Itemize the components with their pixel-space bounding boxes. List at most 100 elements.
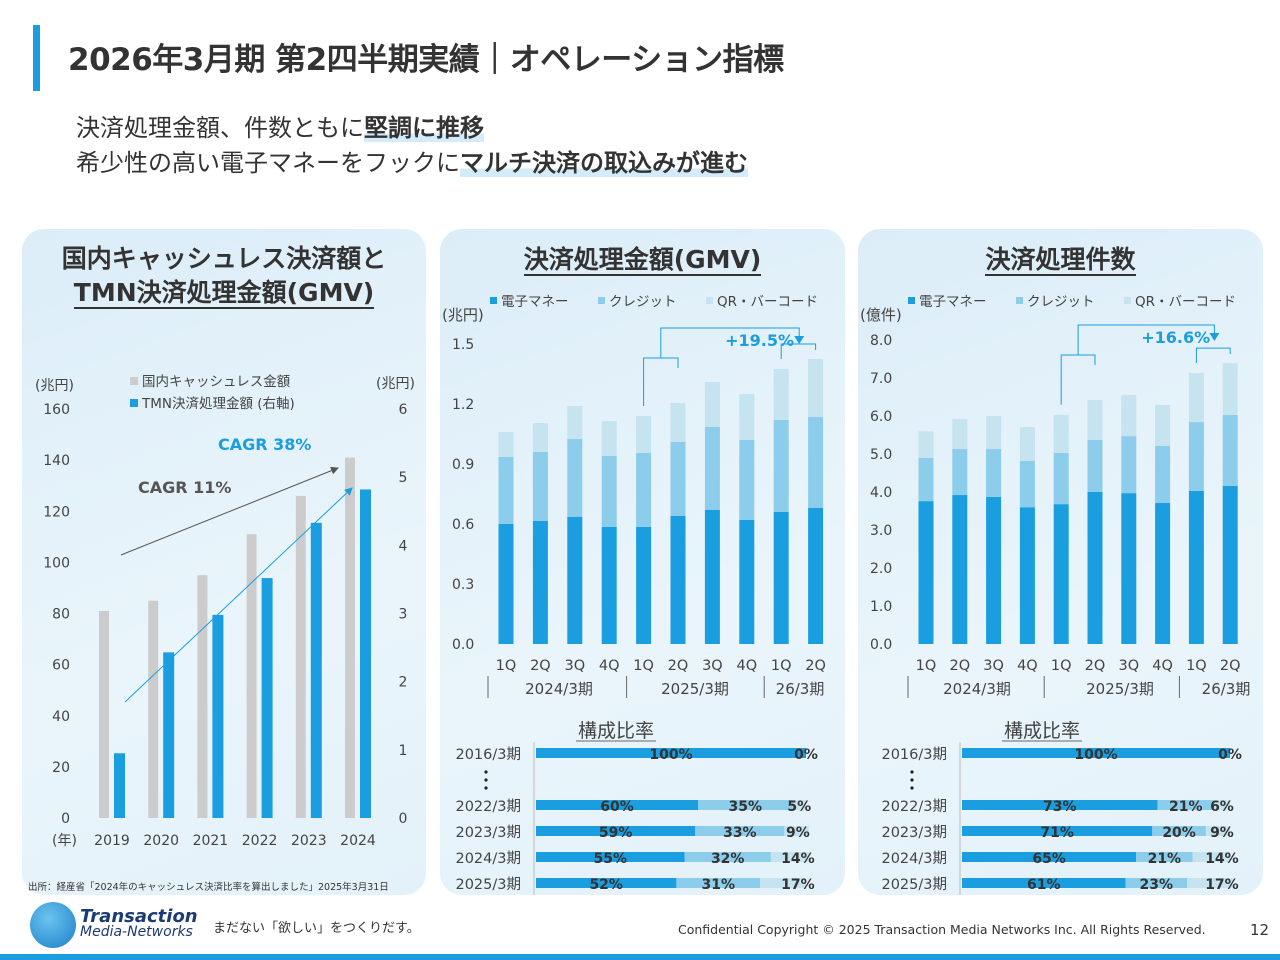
bar-segment-credit: [1188, 422, 1204, 491]
ellipsis-dot: [484, 770, 488, 774]
bar-segment-credit: [498, 457, 514, 524]
bar-segment-credit: [918, 457, 934, 502]
composition-segment: [962, 878, 1126, 888]
composition-segment: [1205, 826, 1230, 836]
x-tick-quarter: 2Q: [805, 658, 826, 674]
composition-segment: [1152, 826, 1206, 836]
composition-segment: [695, 826, 785, 836]
composition-row-label: 2016/3期: [455, 746, 521, 763]
bar-tmn-gmv: [261, 578, 273, 818]
x-tick: 2020: [143, 833, 179, 849]
composition-title: 構成比率: [1004, 720, 1080, 742]
bar-cashless: [197, 575, 208, 818]
composition-value: 20%: [1162, 825, 1196, 841]
logo-text-2: Media-Networks: [80, 924, 193, 940]
composition-value: 60%: [600, 799, 634, 815]
x-tick-quarter: 2Q: [668, 658, 689, 674]
bar-segment-credit: [704, 427, 720, 510]
y-tick: 7.0: [870, 371, 892, 387]
y-tick: 4.0: [870, 485, 892, 501]
bar-segment-qr: [808, 359, 824, 417]
composition-segment: [760, 878, 806, 888]
bar-segment-emoney: [670, 516, 686, 644]
bar-segment-emoney: [1087, 492, 1103, 644]
bar-segment-credit: [636, 453, 652, 527]
cagr-label: CAGR 38%: [218, 435, 311, 454]
bar-tmn-gmv: [360, 489, 371, 818]
composition-value: 23%: [1140, 877, 1174, 893]
y-tick: 8.0: [870, 333, 892, 349]
x-tick: 2023: [291, 833, 327, 849]
x-tick-quarter: 4Q: [1152, 658, 1173, 674]
bar-segment-emoney: [918, 501, 934, 644]
composition-segment: [1125, 878, 1188, 888]
bar-segment-credit: [1121, 436, 1137, 494]
bar-segment-qr: [1087, 400, 1103, 440]
y-tick: 3.0: [870, 523, 892, 539]
composition-value: 61%: [1027, 877, 1061, 893]
x-group-label: 2024/3期: [943, 680, 1011, 698]
bar-segment-credit: [773, 420, 789, 512]
composition-row-label: 2023/3期: [455, 824, 521, 841]
x-tick: 2019: [94, 833, 130, 849]
bar-cashless: [345, 457, 355, 818]
bar-segment-emoney: [567, 517, 583, 644]
y-tick-left: 60: [52, 658, 70, 674]
ellipsis-dot: [910, 770, 914, 774]
y-tick-left: 160: [43, 402, 70, 418]
composition-row-label: 2022/3期: [881, 798, 947, 815]
composition-segment: [1213, 800, 1230, 810]
x-tick-quarter: 1Q: [916, 658, 937, 674]
bar-segment-emoney: [1019, 507, 1035, 644]
bar-segment-credit: [952, 449, 968, 496]
bar-segment-qr: [532, 423, 548, 452]
composition-value: 32%: [711, 851, 745, 867]
composition-segment: [536, 878, 677, 888]
bar-segment-emoney: [601, 527, 617, 644]
composition-segment: [536, 852, 685, 862]
y-tick-right: 2: [399, 675, 408, 691]
subtitle-highlight: 堅調に推移: [364, 114, 484, 142]
x-tick-quarter: 1Q: [1186, 658, 1207, 674]
x-tick-quarter: 3Q: [702, 658, 723, 674]
composition-value: 21%: [1169, 799, 1203, 815]
bar-segment-emoney: [1155, 503, 1171, 644]
x-tick: 2022: [242, 833, 278, 849]
composition-segment: [962, 852, 1137, 862]
bar-segment-emoney: [1121, 493, 1137, 644]
bar-segment-qr: [918, 431, 934, 458]
footer-line: [0, 954, 1280, 960]
legend-swatch-emoney: [490, 297, 497, 304]
bar-segment-emoney: [739, 520, 755, 644]
y-tick-left: 20: [52, 760, 70, 776]
y-tick-left: 100: [43, 555, 70, 571]
x-tick-quarter: 1Q: [771, 658, 792, 674]
panel-title-line2: TMN決済処理金額(GMV): [73, 278, 375, 309]
ellipsis-dot: [484, 786, 488, 790]
bar-segment-credit: [1053, 452, 1069, 505]
legend-label: 電子マネー: [501, 294, 569, 310]
bar-segment-emoney: [808, 508, 824, 644]
subtitle-line-2: 希少性の高い電子マネーをフックにマルチ決済の取込みが進む: [76, 143, 748, 178]
bar-tmn-gmv: [310, 522, 322, 818]
bar-segment-qr: [704, 382, 720, 427]
bar-segment-qr: [952, 419, 968, 450]
growth-bracket: [643, 327, 817, 406]
bar-segment-qr: [1121, 395, 1137, 437]
bar-segment-credit: [1222, 414, 1238, 486]
composition-row-label: 2025/3期: [455, 876, 521, 893]
composition-value: 17%: [781, 877, 815, 893]
composition-value: 59%: [599, 825, 633, 841]
bar-segment-credit: [532, 452, 548, 521]
bar-segment-qr: [1019, 427, 1035, 461]
x-group-label: 26/3期: [1202, 680, 1251, 698]
panel-title-text: 決済処理件数: [985, 245, 1136, 276]
composition-value: 14%: [1205, 851, 1239, 867]
x-tick-quarter: 2Q: [1085, 658, 1106, 674]
bar-segment-credit: [986, 449, 1002, 497]
composition-row-label: 2024/3期: [455, 850, 521, 867]
growth-bracket: [1060, 324, 1231, 405]
x-group-label: 2025/3期: [1086, 680, 1154, 698]
composition-value: 9%: [786, 825, 810, 841]
